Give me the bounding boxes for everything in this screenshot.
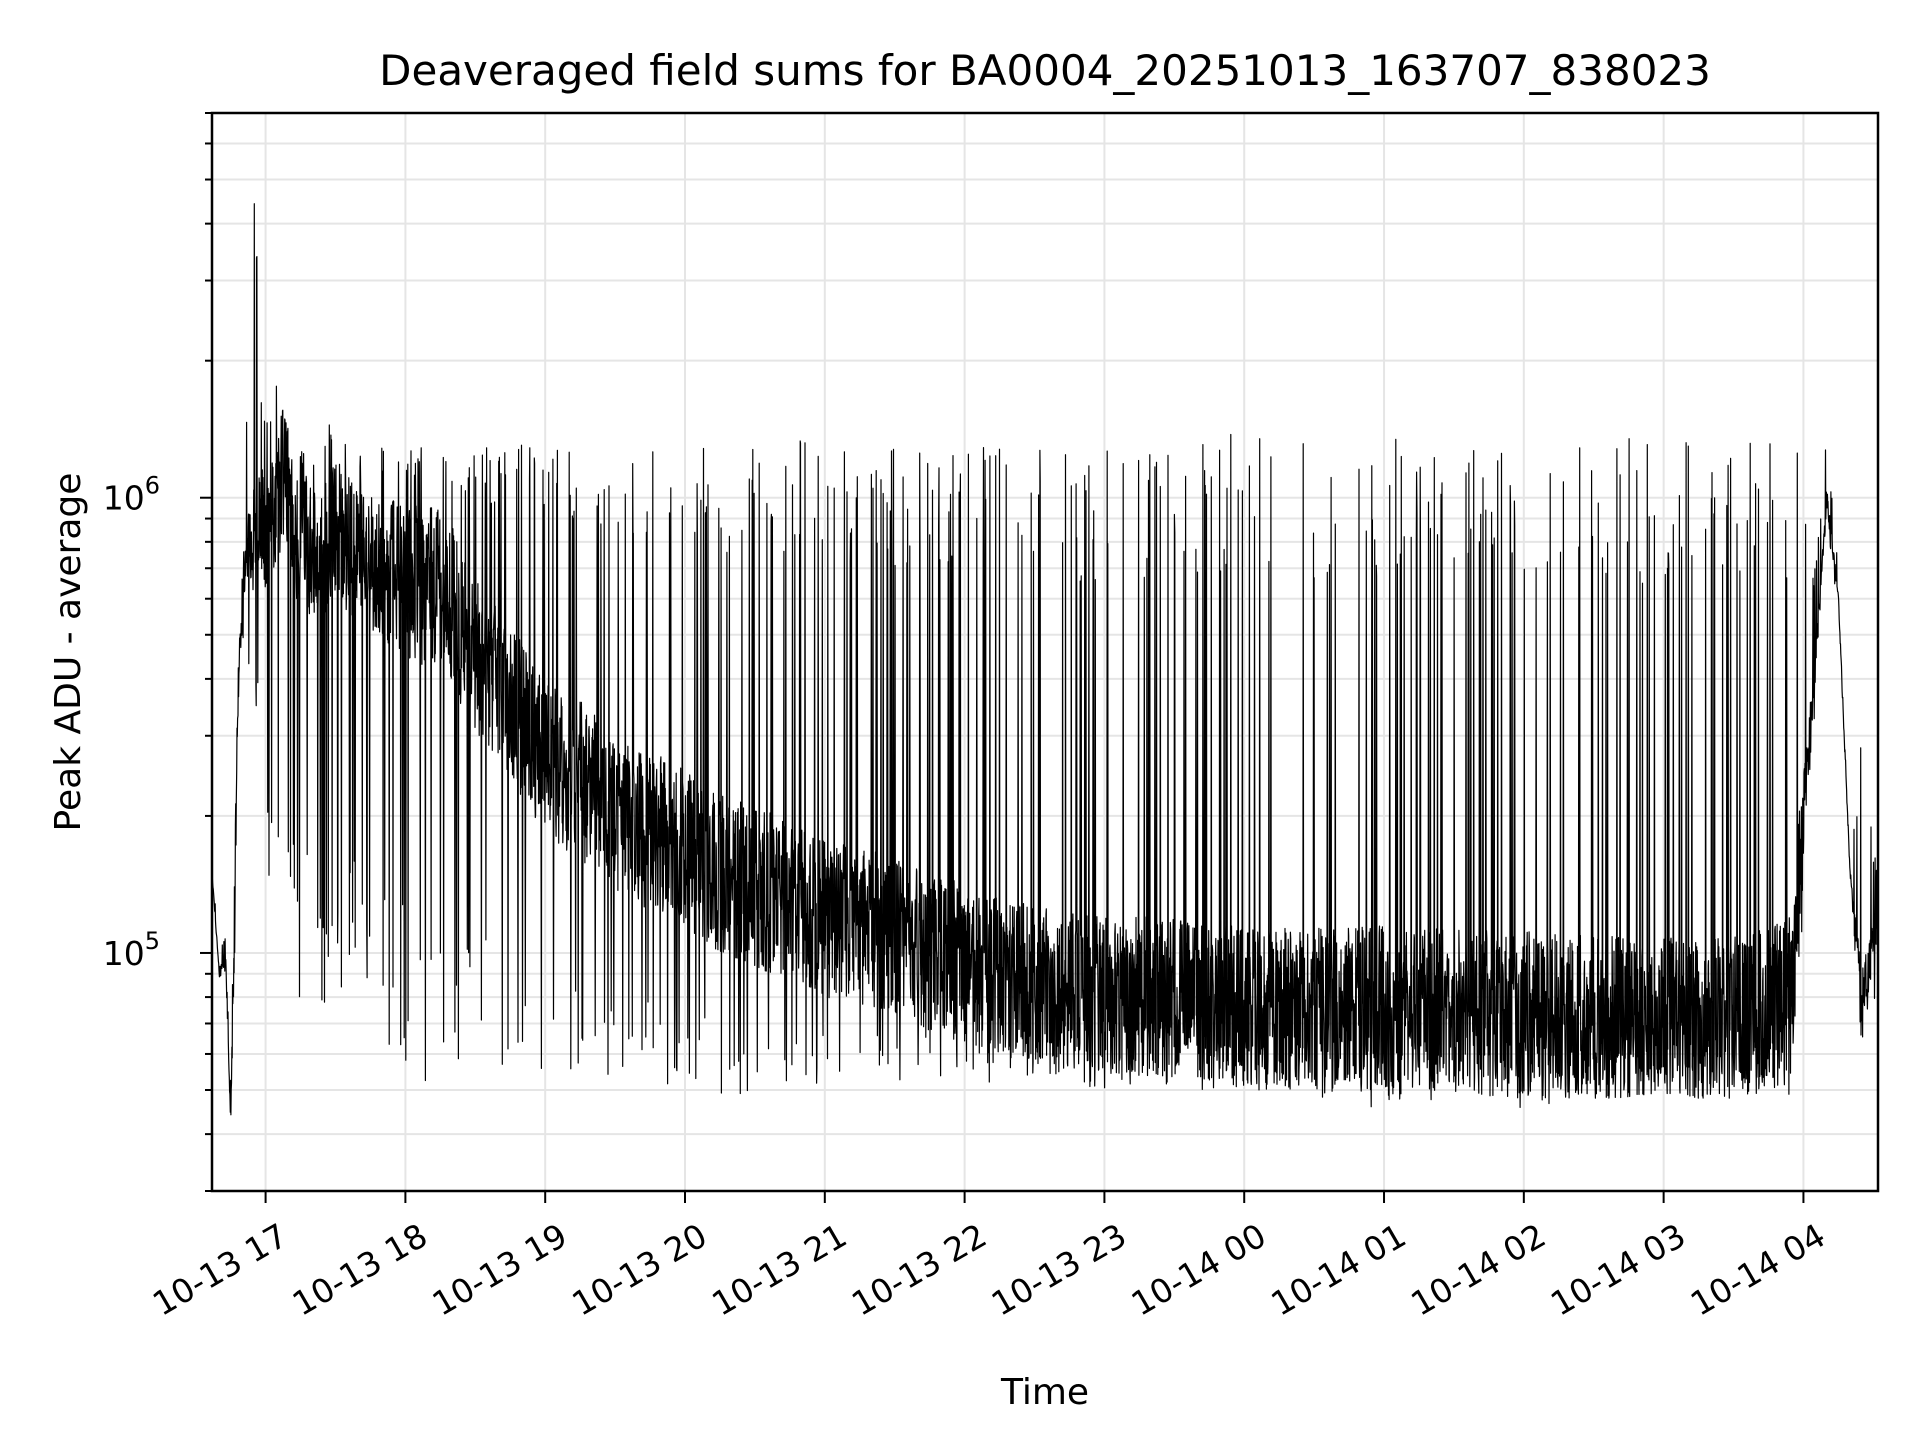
x-tick-label: 10-14 01 — [1264, 1216, 1412, 1324]
plot-frame — [210, 111, 1880, 1193]
series-line — [211, 203, 1879, 1116]
x-tick-label: 10-14 03 — [1544, 1216, 1692, 1324]
x-tick-label: 10-14 04 — [1684, 1216, 1832, 1324]
x-tick-label: 10-13 20 — [565, 1216, 713, 1324]
x-tick-label: 10-13 22 — [845, 1216, 993, 1324]
y-tick-label: 105 — [103, 927, 160, 973]
y-tick-label: 106 — [103, 472, 160, 518]
x-axis-label: Time — [1000, 1372, 1089, 1413]
x-tick-label: 10-13 17 — [146, 1216, 294, 1324]
y-axis-label: Peak ADU - average — [48, 473, 89, 832]
chart-title: Deaveraged field sums for BA0004_2025101… — [379, 46, 1711, 95]
x-tick-label: 10-13 18 — [286, 1216, 434, 1324]
x-tick-label: 10-13 23 — [985, 1216, 1133, 1324]
x-tick-label: 10-13 19 — [426, 1216, 574, 1324]
x-tick-label: 10-14 02 — [1404, 1216, 1552, 1324]
x-tick-label: 10-13 21 — [705, 1216, 853, 1324]
x-tick-label: 10-14 00 — [1125, 1216, 1273, 1324]
series-layer — [211, 203, 1879, 1116]
